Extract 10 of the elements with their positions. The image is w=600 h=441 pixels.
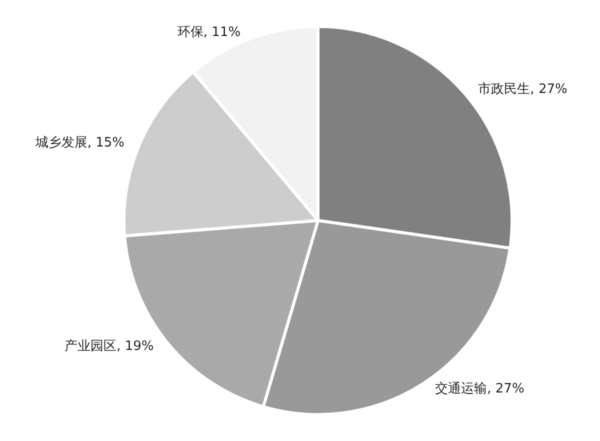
slice-label: 环保: [177, 25, 204, 40]
data-label: , 27%: [487, 381, 524, 396]
slice-label: 市政民生: [478, 82, 530, 97]
slice-label: 产业园区: [64, 339, 117, 354]
data-label: , 27%: [530, 82, 568, 97]
data-label: , 11%: [203, 25, 241, 40]
slice-label: 城乡发展: [34, 136, 88, 151]
data-label: , 15%: [87, 136, 124, 151]
data-label: , 19%: [116, 339, 154, 354]
slice-label: 交通运输: [435, 380, 488, 396]
